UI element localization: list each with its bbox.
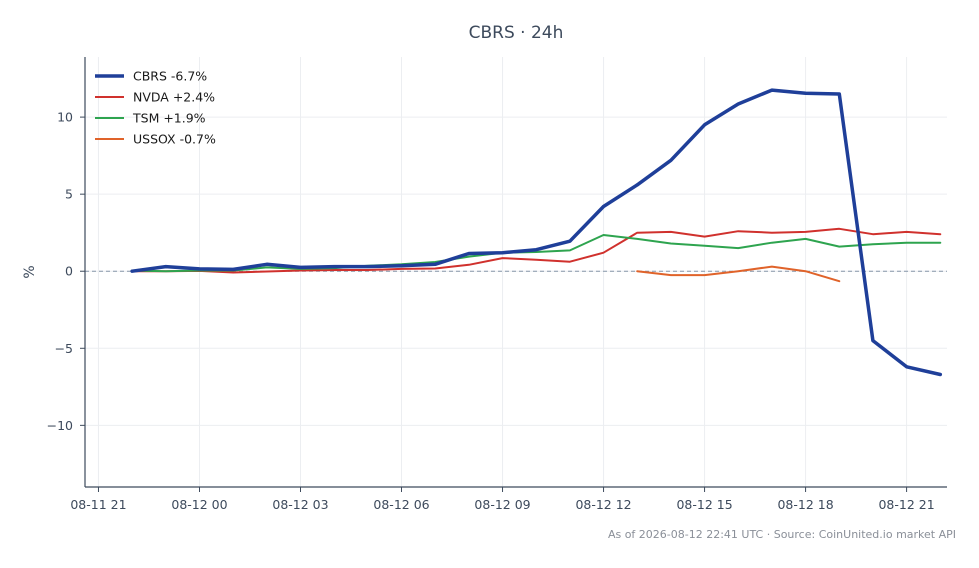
- source-footer: As of 2026-08-12 22:41 UTC · Source: Coi…: [608, 528, 956, 541]
- y-tick-label: 0: [65, 264, 73, 279]
- legend-label-cbrs: CBRS -6.7%: [133, 69, 207, 84]
- y-axis-label: %: [22, 265, 38, 278]
- x-tick-label: 08-12 15: [676, 497, 732, 512]
- series-line-nvda: [131, 227, 942, 274]
- series-line-ussox: [636, 265, 841, 283]
- series-layer: [130, 88, 943, 377]
- series-line-cbrs: [130, 88, 943, 377]
- x-tick-label: 08-12 03: [272, 497, 328, 512]
- x-tick-label: 08-12 09: [474, 497, 530, 512]
- chart-title: CBRS · 24h: [469, 23, 564, 43]
- legend-label-tsm: TSM +1.9%: [132, 111, 206, 126]
- legend-label-ussox: USSOX -0.7%: [133, 132, 216, 147]
- legend: CBRS -6.7% NVDA +2.4% TSM +1.9% USSOX -0.7%: [95, 69, 216, 147]
- x-tick-label: 08-11 21: [70, 497, 126, 512]
- y-tick-label: 5: [65, 187, 73, 202]
- x-tick-label: 08-12 00: [171, 497, 227, 512]
- tick-layer: 08-11 21 08-12 00 08-12 03 08-12 06 08-12 09…: [47, 110, 935, 512]
- x-tick-label: 08-12 12: [575, 497, 631, 512]
- x-tick-label: 08-12 06: [373, 497, 429, 512]
- x-tick-label: 08-12 21: [878, 497, 934, 512]
- legend-label-nvda: NVDA +2.4%: [133, 90, 215, 105]
- y-tick-label: −10: [47, 418, 73, 433]
- y-tick-label: −5: [55, 341, 73, 356]
- y-tick-label: 10: [57, 110, 73, 125]
- series-line-tsm: [131, 234, 942, 273]
- axis-layer: [84, 57, 947, 488]
- x-tick-label: 08-12 18: [777, 497, 833, 512]
